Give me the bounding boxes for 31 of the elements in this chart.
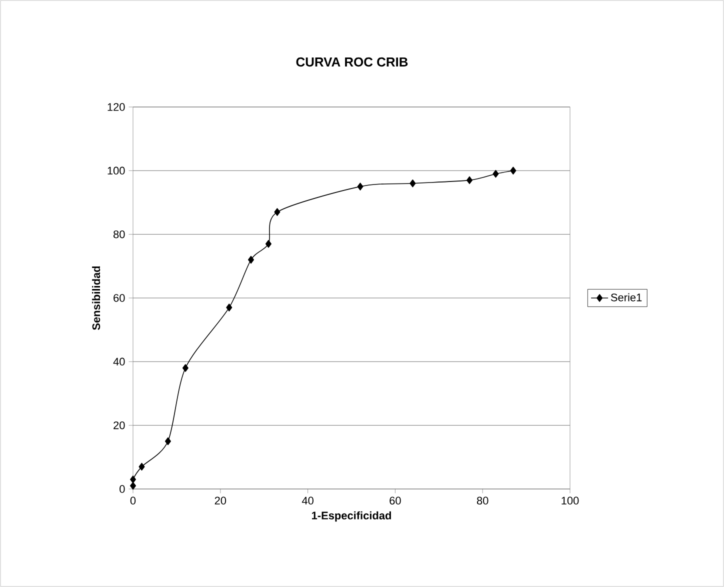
x-tick-label: 0 [130,496,136,505]
y-tick-label: 120 [108,103,125,111]
point [248,256,254,264]
point [182,364,188,372]
x-axis-title: 1-Especificidad [312,511,391,522]
y-axis-title: Sensibilidad [92,266,100,330]
point [265,240,272,248]
point [130,476,136,484]
point [466,176,473,184]
x-tick-label: 20 [214,496,226,505]
point [164,437,171,446]
x-tick-label: 100 [562,496,579,505]
point [226,304,232,312]
point [274,208,280,216]
point [410,179,416,188]
y-tick-label: 40 [113,358,125,366]
point [130,482,136,490]
y-tick-label: 0 [120,485,125,493]
y-tick-label: 60 [114,294,125,302]
point [357,182,364,190]
x-tick-label: 80 [476,496,488,505]
legend-label: Serie1 [610,293,642,302]
x-tick-label: 60 [390,496,401,505]
chart-title: CURVA ROC CRIB [296,57,408,67]
y-tick-label: 100 [108,166,125,175]
point [510,166,516,175]
y-tick-label: 80 [114,230,125,238]
point [492,170,499,178]
x-tick-label: 40 [302,496,314,505]
y-tick-label: 20 [114,421,125,430]
point [138,462,145,471]
